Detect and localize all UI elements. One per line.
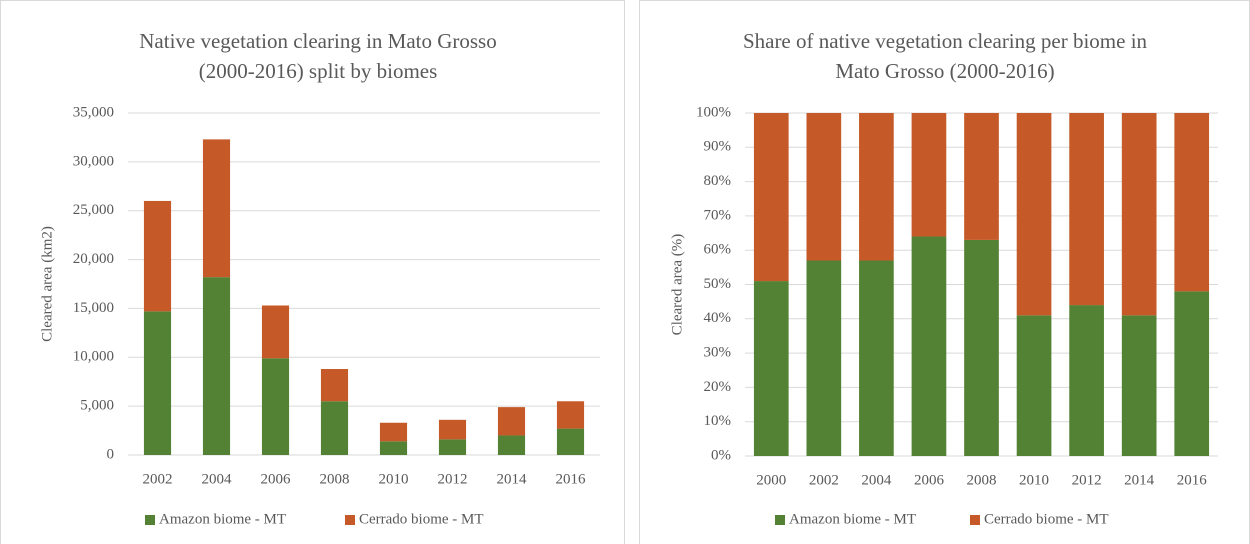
x-tick-label: 2014 xyxy=(497,471,528,487)
bar-segment xyxy=(497,435,526,455)
bar-segment xyxy=(806,260,842,456)
bar-segment xyxy=(964,239,999,456)
y-tick-label: 30% xyxy=(704,345,732,361)
y-tick-label: 0 xyxy=(107,446,115,462)
x-tick-label: 2006 xyxy=(261,471,292,487)
legend-label: Cerrado biome - MT xyxy=(984,511,1109,527)
legend-swatch xyxy=(775,515,785,525)
bar-segment xyxy=(261,358,290,455)
bar-segment xyxy=(1016,315,1052,456)
bar-segment xyxy=(911,113,947,237)
x-tick-label: 2002 xyxy=(809,472,839,488)
y-tick-label: 70% xyxy=(704,207,732,223)
bar-segment xyxy=(261,305,290,359)
bar-segment xyxy=(1016,113,1052,316)
y-tick-label: 30,000 xyxy=(73,153,114,169)
bar-segment xyxy=(964,113,999,240)
chart-title: (2000-2016) split by biomes xyxy=(199,59,438,83)
legend-label: Cerrado biome - MT xyxy=(359,511,484,527)
chart-title: Native vegetation clearing in Mato Gross… xyxy=(139,29,496,53)
legend-label: Amazon biome - MT xyxy=(159,511,286,527)
bar-segment xyxy=(1174,291,1210,456)
x-tick-label: 2010 xyxy=(379,471,409,487)
bar-segment xyxy=(859,113,894,261)
chart-title: Mato Grosso (2000-2016) xyxy=(835,59,1054,83)
bar-segment xyxy=(202,139,231,278)
x-tick-label: 2000 xyxy=(756,472,786,488)
y-tick-label: 50% xyxy=(704,276,732,292)
bar-segment xyxy=(143,200,172,312)
y-axis-label: Cleared area (km2) xyxy=(39,226,55,342)
y-tick-label: 20,000 xyxy=(73,251,114,267)
legend-label: Amazon biome - MT xyxy=(789,511,916,527)
bar-segment xyxy=(143,311,172,455)
y-tick-label: 35,000 xyxy=(73,104,114,120)
y-tick-label: 80% xyxy=(704,173,732,189)
x-tick-label: 2006 xyxy=(914,472,945,488)
chart-title: Share of native vegetation clearing per … xyxy=(743,29,1148,53)
y-tick-label: 20% xyxy=(704,379,732,395)
bar-segment xyxy=(320,401,349,455)
x-tick-label: 2016 xyxy=(556,471,587,487)
x-tick-label: 2012 xyxy=(438,471,468,487)
bar-segment xyxy=(753,281,789,456)
bar-segment xyxy=(1121,315,1157,456)
bar-segment xyxy=(859,260,894,456)
y-tick-label: 10% xyxy=(704,413,732,429)
legend-swatch xyxy=(145,515,155,525)
x-tick-label: 2012 xyxy=(1072,472,1102,488)
legend-swatch xyxy=(345,515,355,525)
bar-segment xyxy=(556,428,585,455)
bar-segment xyxy=(438,439,467,455)
x-tick-label: 2002 xyxy=(143,471,173,487)
x-tick-label: 2010 xyxy=(1019,472,1049,488)
bar-segment xyxy=(379,422,408,442)
bar-segment xyxy=(753,113,789,282)
bar-segment xyxy=(806,113,842,261)
bar-segment xyxy=(438,419,467,440)
x-tick-label: 2004 xyxy=(202,471,233,487)
bar-segment xyxy=(497,407,526,436)
bar-segment xyxy=(202,277,231,455)
y-tick-label: 5,000 xyxy=(80,398,114,414)
y-axis-label: Cleared area (%) xyxy=(669,234,685,336)
bar-segment xyxy=(1174,113,1210,292)
y-tick-label: 25,000 xyxy=(73,202,114,218)
bar-segment xyxy=(379,441,408,455)
bar-segment xyxy=(320,369,349,402)
x-tick-label: 2008 xyxy=(967,472,997,488)
y-tick-label: 15,000 xyxy=(73,300,114,316)
bar-segment xyxy=(556,401,585,429)
y-tick-label: 10,000 xyxy=(73,349,114,365)
y-tick-label: 0% xyxy=(711,447,731,463)
y-tick-label: 100% xyxy=(696,104,731,120)
y-tick-label: 90% xyxy=(704,139,732,155)
x-tick-label: 2008 xyxy=(320,471,350,487)
y-tick-label: 40% xyxy=(704,310,732,326)
x-tick-label: 2004 xyxy=(861,472,892,488)
bar-segment xyxy=(911,236,947,456)
bar-segment xyxy=(1069,305,1104,456)
bar-segment xyxy=(1121,113,1157,316)
x-tick-label: 2016 xyxy=(1177,472,1208,488)
x-tick-label: 2014 xyxy=(1124,472,1155,488)
bar-segment xyxy=(1069,113,1104,306)
y-tick-label: 60% xyxy=(704,242,732,258)
legend-swatch xyxy=(970,515,980,525)
